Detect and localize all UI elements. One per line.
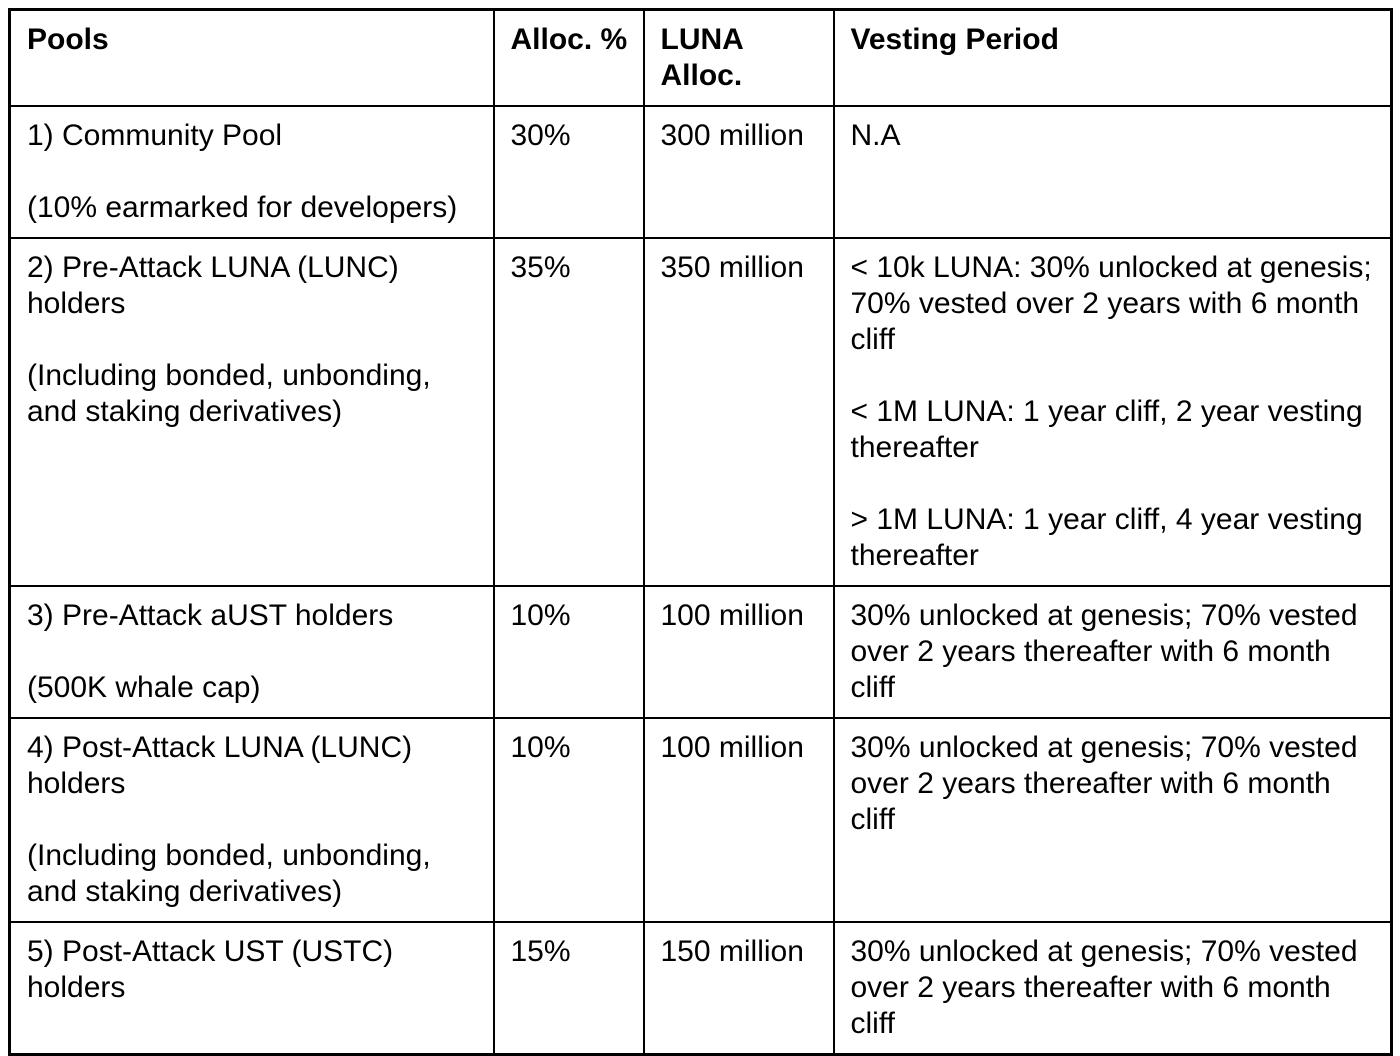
- cell-pool: 5) Post-Attack UST (USTC) holders: [8, 921, 495, 1056]
- column-header-luna_alloc: LUNA Alloc.: [642, 8, 835, 107]
- cell-luna_alloc: 100 million: [642, 585, 835, 719]
- cell-alloc_pct: 35%: [492, 237, 645, 587]
- cell-luna_alloc: 350 million: [642, 237, 835, 587]
- cell-vesting: 30% unlocked at genesis; 70% vested over…: [832, 585, 1393, 719]
- table-row: 3) Pre-Attack aUST holders (500K whale c…: [8, 585, 1393, 719]
- cell-vesting: 30% unlocked at genesis; 70% vested over…: [832, 921, 1393, 1056]
- header-row: Pools Alloc. % LUNA Alloc. Vesting Period: [8, 8, 1393, 107]
- cell-pool: 1) Community Pool (10% earmarked for dev…: [8, 105, 495, 239]
- luna-allocation-table: Pools Alloc. % LUNA Alloc. Vesting Period 1…: [8, 8, 1393, 1056]
- table-row: 4) Post-Attack LUNA (LUNC) holders (Incl…: [8, 717, 1393, 923]
- cell-alloc_pct: 30%: [492, 105, 645, 239]
- cell-vesting: < 10k LUNA: 30% unlocked at genesis; 70%…: [832, 237, 1393, 587]
- cell-vesting: 30% unlocked at genesis; 70% vested over…: [832, 717, 1393, 923]
- column-header-vesting: Vesting Period: [832, 8, 1393, 107]
- column-header-alloc_pct: Alloc. %: [492, 8, 645, 107]
- table-body: 1) Community Pool (10% earmarked for dev…: [8, 105, 1393, 1056]
- cell-vesting: N.A: [832, 105, 1393, 239]
- cell-pool: 4) Post-Attack LUNA (LUNC) holders (Incl…: [8, 717, 495, 923]
- cell-alloc_pct: 15%: [492, 921, 645, 1056]
- column-header-pool: Pools: [8, 8, 495, 107]
- cell-alloc_pct: 10%: [492, 585, 645, 719]
- cell-pool: 3) Pre-Attack aUST holders (500K whale c…: [8, 585, 495, 719]
- cell-luna_alloc: 150 million: [642, 921, 835, 1056]
- table-row: 1) Community Pool (10% earmarked for dev…: [8, 105, 1393, 239]
- cell-pool: 2) Pre-Attack LUNA (LUNC) holders (Inclu…: [8, 237, 495, 587]
- cell-alloc_pct: 10%: [492, 717, 645, 923]
- table-row: 5) Post-Attack UST (USTC) holders 15% 150 …: [8, 921, 1393, 1056]
- table-row: 2) Pre-Attack LUNA (LUNC) holders (Inclu…: [8, 237, 1393, 587]
- cell-luna_alloc: 300 million: [642, 105, 835, 239]
- cell-luna_alloc: 100 million: [642, 717, 835, 923]
